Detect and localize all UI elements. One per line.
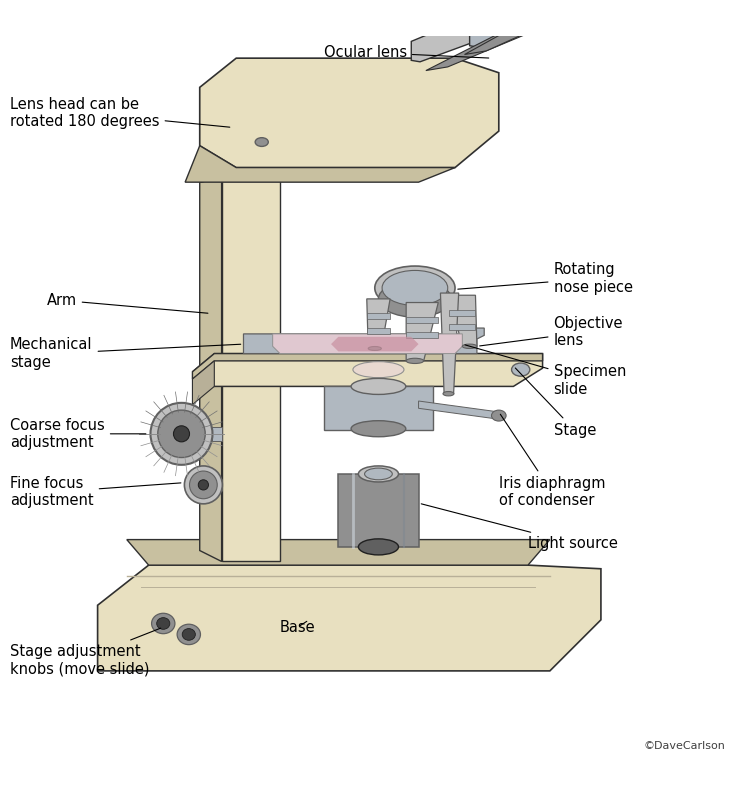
Polygon shape <box>367 314 390 319</box>
Polygon shape <box>418 401 499 419</box>
Polygon shape <box>331 337 418 351</box>
Ellipse shape <box>184 466 223 504</box>
Polygon shape <box>338 474 418 547</box>
Polygon shape <box>200 146 404 182</box>
Ellipse shape <box>351 421 406 437</box>
Polygon shape <box>185 146 455 182</box>
Ellipse shape <box>351 379 406 395</box>
Ellipse shape <box>382 270 448 306</box>
Polygon shape <box>98 565 601 671</box>
Ellipse shape <box>190 471 218 499</box>
Ellipse shape <box>151 403 212 465</box>
Polygon shape <box>193 354 542 387</box>
Polygon shape <box>465 0 603 55</box>
Text: Mechanical
stage: Mechanical stage <box>10 338 241 370</box>
Polygon shape <box>193 354 542 379</box>
Ellipse shape <box>158 410 205 457</box>
Ellipse shape <box>173 426 190 442</box>
Polygon shape <box>449 295 477 346</box>
Ellipse shape <box>151 614 175 634</box>
Text: Arm: Arm <box>46 293 208 314</box>
Polygon shape <box>470 0 601 47</box>
Polygon shape <box>243 328 484 354</box>
Ellipse shape <box>353 362 404 378</box>
Ellipse shape <box>177 624 201 645</box>
Text: Base: Base <box>280 620 315 634</box>
Polygon shape <box>200 59 499 168</box>
Polygon shape <box>200 168 222 561</box>
Text: ©DaveCarlson: ©DaveCarlson <box>643 741 725 751</box>
Text: Iris diaphragm
of condenser: Iris diaphragm of condenser <box>499 415 606 508</box>
Ellipse shape <box>182 629 196 640</box>
Polygon shape <box>440 293 459 394</box>
Ellipse shape <box>379 281 451 317</box>
Text: Stage adjustment
knobs (move slide): Stage adjustment knobs (move slide) <box>10 628 161 676</box>
Ellipse shape <box>359 466 398 482</box>
Ellipse shape <box>462 344 477 349</box>
Text: Ocular lens: Ocular lens <box>323 45 489 60</box>
Ellipse shape <box>255 138 268 147</box>
Polygon shape <box>450 324 476 330</box>
Ellipse shape <box>524 1 553 14</box>
Text: Stage: Stage <box>515 368 596 438</box>
Ellipse shape <box>443 391 454 396</box>
Ellipse shape <box>359 539 398 555</box>
Text: Coarse focus
adjustment: Coarse focus adjustment <box>10 418 146 450</box>
Ellipse shape <box>198 480 209 490</box>
Polygon shape <box>406 302 438 361</box>
Ellipse shape <box>375 266 455 310</box>
Ellipse shape <box>365 468 392 480</box>
Polygon shape <box>426 2 570 71</box>
Polygon shape <box>323 387 433 430</box>
Polygon shape <box>412 0 542 62</box>
Ellipse shape <box>157 618 170 630</box>
Text: Fine focus
adjustment: Fine focus adjustment <box>10 476 181 508</box>
Ellipse shape <box>517 0 561 18</box>
Polygon shape <box>406 317 438 323</box>
Polygon shape <box>450 310 476 316</box>
Polygon shape <box>212 427 222 441</box>
Text: Objective
lens: Objective lens <box>480 315 623 348</box>
Polygon shape <box>222 168 280 561</box>
Text: Specimen
slide: Specimen slide <box>465 345 626 397</box>
Text: Rotating
nose piece: Rotating nose piece <box>458 262 633 294</box>
Ellipse shape <box>368 346 381 350</box>
Polygon shape <box>406 332 438 338</box>
Polygon shape <box>193 361 215 405</box>
Ellipse shape <box>492 410 506 421</box>
Polygon shape <box>367 299 390 349</box>
Polygon shape <box>126 540 550 565</box>
Ellipse shape <box>406 358 423 363</box>
Ellipse shape <box>512 363 530 376</box>
Text: Light source: Light source <box>421 504 618 551</box>
Polygon shape <box>273 334 462 354</box>
Polygon shape <box>367 328 390 334</box>
Text: Lens head can be
rotated 180 degrees: Lens head can be rotated 180 degrees <box>10 97 230 129</box>
